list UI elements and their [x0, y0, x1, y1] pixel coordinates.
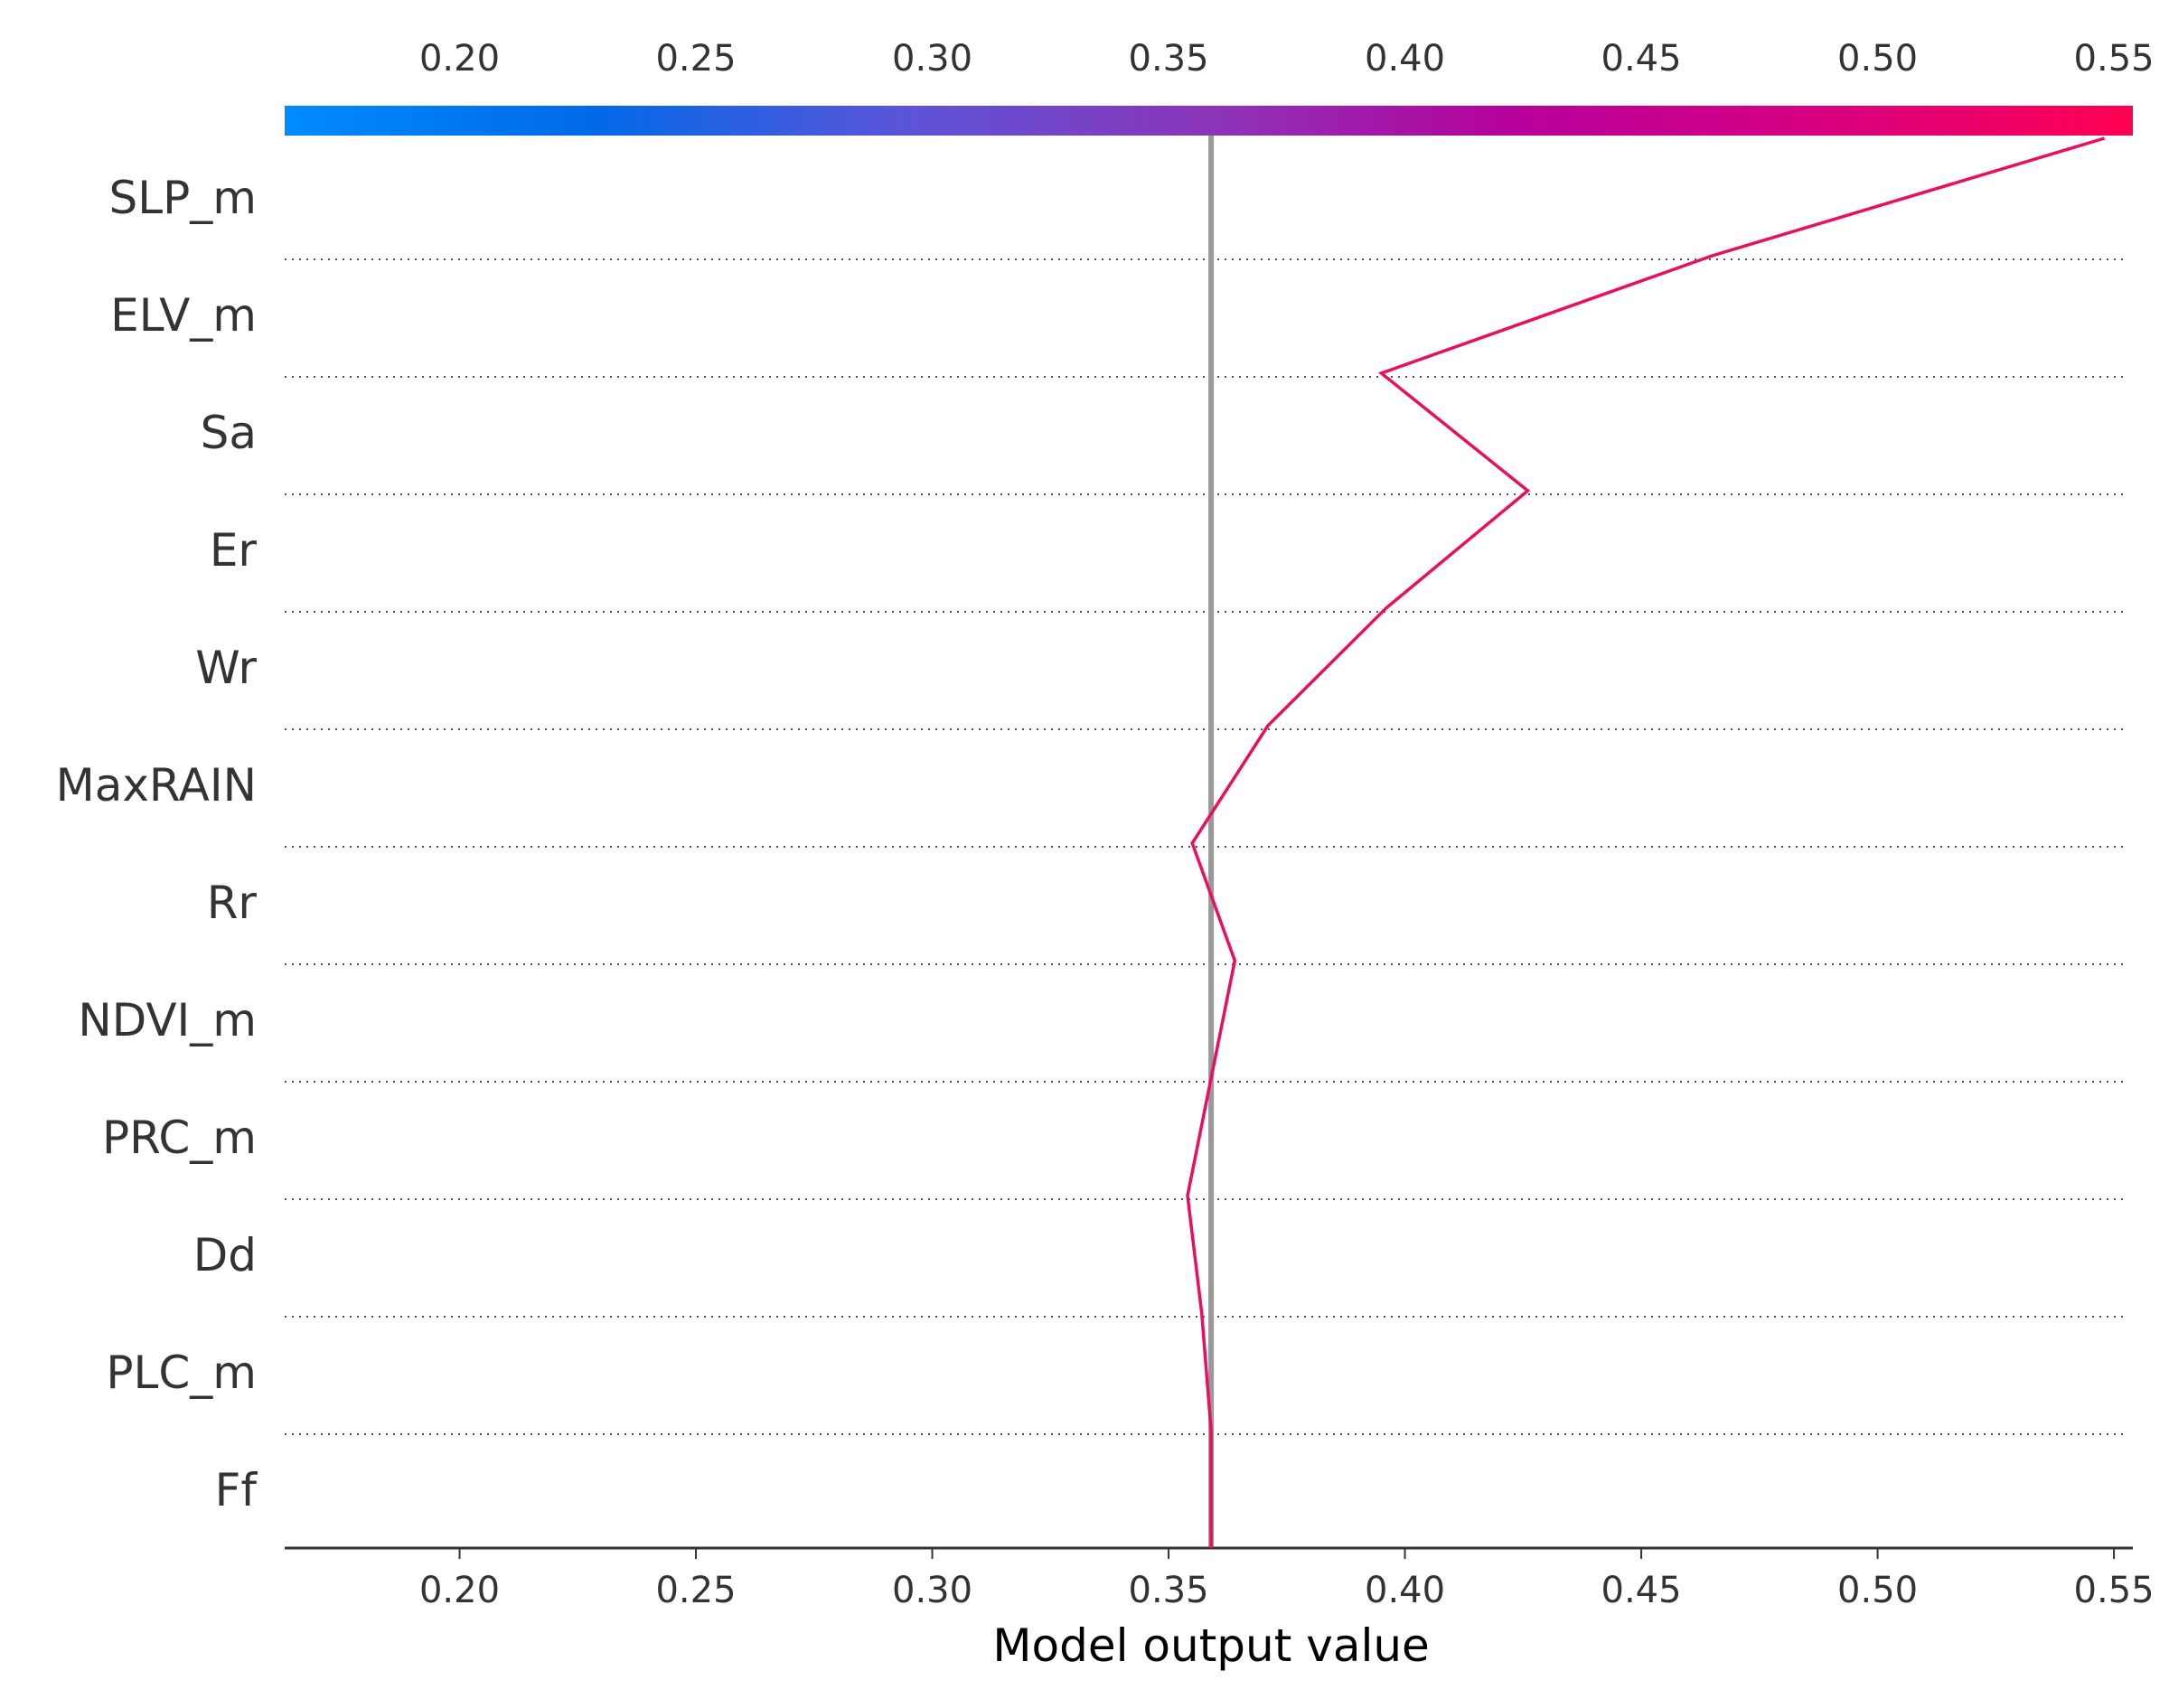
top-tick-label: 0.45: [1601, 38, 1682, 80]
top-tick-label: 0.25: [655, 38, 736, 80]
feature-label: ELV_m: [110, 289, 257, 342]
feature-label: PRC_m: [102, 1112, 257, 1164]
top-tick-label: 0.20: [419, 38, 500, 80]
feature-label: Er: [210, 524, 258, 577]
feature-label: Dd: [193, 1229, 257, 1281]
feature-label: PLC_m: [106, 1347, 257, 1399]
bottom-tick-label: 0.30: [892, 1570, 972, 1611]
feature-label: NDVI_m: [78, 994, 257, 1046]
bottom-tick-label: 0.35: [1129, 1570, 1209, 1611]
feature-label: MaxRAIN: [56, 759, 257, 812]
colorbar: [285, 106, 2133, 136]
feature-label: SLP_m: [109, 172, 257, 224]
top-tick-label: 0.30: [892, 38, 972, 80]
top-tick-label: 0.40: [1365, 38, 1445, 80]
feature-label: Ff: [215, 1464, 258, 1516]
top-tick-label: 0.50: [1837, 38, 1918, 80]
bottom-tick-label: 0.55: [2074, 1570, 2155, 1611]
grid-lines: [285, 258, 2128, 1435]
top-tick-labels: 0.20 0.25 0.30 0.35 0.40 0.45 0.50 0.55: [419, 38, 2155, 80]
bottom-tick-label: 0.25: [655, 1570, 736, 1611]
top-tick-label: 0.55: [2074, 38, 2155, 80]
feature-labels: SLP_m ELV_m Sa Er Wr MaxRAIN Rr NDVI_m PRC_m Dd PL…: [56, 172, 258, 1516]
top-tick-label: 0.35: [1129, 38, 1209, 80]
feature-label: Rr: [207, 877, 258, 929]
feature-label: Wr: [195, 642, 257, 694]
bottom-tick-label: 0.20: [419, 1570, 500, 1611]
decision-line: [1186, 136, 2106, 1548]
bottom-tick-labels: 0.20 0.25 0.30 0.35 0.40 0.45 0.50 0.55: [419, 1548, 2155, 1611]
feature-label: Sa: [201, 407, 257, 459]
bottom-tick-label: 0.50: [1837, 1570, 1918, 1611]
bottom-tick-label: 0.45: [1601, 1570, 1682, 1611]
bottom-tick-label: 0.40: [1365, 1570, 1445, 1611]
x-axis-title: Model output value: [992, 1619, 1429, 1672]
